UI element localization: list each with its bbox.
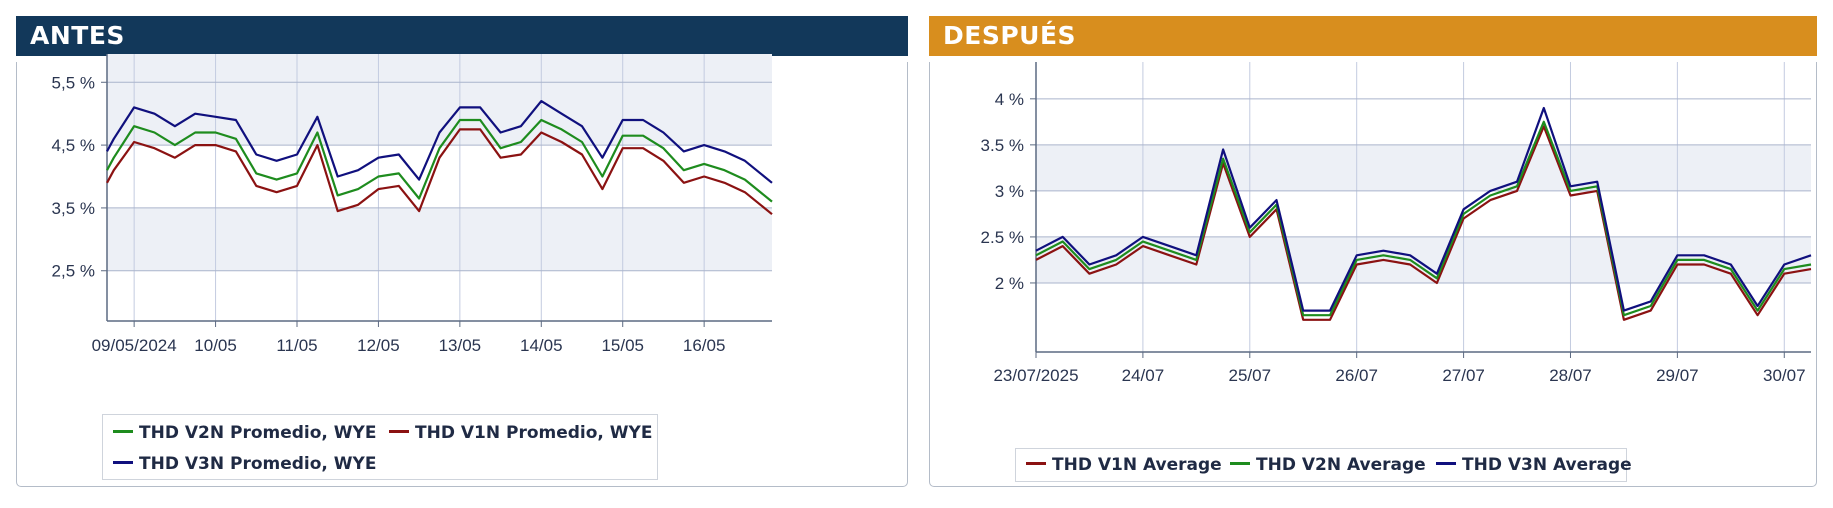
x-tick-label: 30/07	[1763, 366, 1806, 385]
thd-chart-before: 09/05/2024 10/05 11/05 12/05 13/05 14/05 15/05…	[52, 54, 773, 355]
y-tick-label: 3 %	[995, 182, 1024, 201]
panel-after: DESPUÉS 23/07/2025 24/07 25/07 26/07 27/07 28…	[929, 16, 1817, 487]
grid-band	[1036, 144, 1811, 191]
x-tick-label: 10/05	[194, 336, 237, 355]
x-tick-label: 16/05	[683, 336, 726, 355]
grid-band	[107, 207, 772, 271]
legend-swatch-v1n	[389, 429, 409, 433]
plot-area	[1036, 62, 1811, 352]
legend-label-v1n: THD V1N Average	[1052, 455, 1222, 475]
series-line	[106, 128, 773, 216]
legend-swatch-v2n	[1230, 461, 1250, 465]
x-tick-label: 14/05	[520, 336, 563, 355]
legend-item-v1n: THD V1N Average	[1026, 453, 1222, 477]
thd-chart-after: 23/07/2025 24/07 25/07 26/07 27/07 28/07 29/07…	[981, 62, 1812, 385]
chart-frame-after	[929, 62, 1817, 487]
legend-item-v2n: THD V2N Promedio, WYE	[113, 421, 376, 445]
x-tick-label: 13/05	[439, 336, 482, 355]
y-tick-label: 4 %	[995, 90, 1024, 109]
panel-title-before: ANTES	[16, 16, 908, 56]
series-line	[1035, 125, 1812, 321]
series-line	[106, 118, 773, 203]
legend-label-v2n: THD V2N Average	[1256, 455, 1426, 475]
x-tick-label: 12/05	[357, 336, 400, 355]
x-tick-label: 23/07/2025	[993, 366, 1078, 385]
series-line	[1035, 120, 1812, 317]
grid-band	[107, 82, 772, 146]
legend-swatch-v2n	[113, 429, 133, 433]
legend-before: THD V2N Promedio, WYE THD V1N Promedio, …	[102, 414, 658, 480]
legend-label-v3n: THD V3N Promedio, WYE	[139, 454, 377, 474]
y-tick-label: 3,5 %	[52, 199, 95, 218]
y-tick-label: 5,5 %	[52, 73, 95, 92]
grid-band	[107, 54, 772, 83]
series-line	[1035, 106, 1812, 312]
panel-before: ANTES 09/05/2024 10/05 11/05 12/05 13/05 14/0…	[16, 16, 908, 487]
legend-label-v3n: THD V3N Average	[1462, 455, 1632, 475]
legend-item-v3n: THD V3N Average	[1436, 453, 1632, 477]
y-tick-label: 2.5 %	[981, 228, 1024, 247]
series-line	[106, 100, 773, 184]
legend-item-v2n: THD V2N Average	[1230, 453, 1426, 477]
legend-swatch-v3n	[113, 460, 133, 464]
y-tick-label: 2,5 %	[52, 262, 95, 281]
legend-item-v3n: THD V3N Promedio, WYE	[113, 452, 376, 476]
legend-item-v1n: THD V1N Promedio, WYE	[389, 421, 652, 445]
x-tick-label: 29/07	[1656, 366, 1699, 385]
y-tick-label: 4,5 %	[52, 136, 95, 155]
x-tick-label: 25/07	[1229, 366, 1272, 385]
legend-after: THD V1N Average THD V2N Average THD V3N …	[1015, 448, 1632, 482]
x-tick-label: 11/05	[276, 336, 317, 355]
x-tick-label: 26/07	[1335, 366, 1378, 385]
x-tick-label: 09/05/2024	[92, 336, 177, 355]
legend-label-v2n: THD V2N Promedio, WYE	[139, 423, 377, 443]
x-tick-label: 27/07	[1442, 366, 1485, 385]
legend-label-v1n: THD V1N Promedio, WYE	[415, 423, 653, 443]
x-tick-label: 15/05	[601, 336, 644, 355]
y-tick-label: 3.5 %	[981, 136, 1024, 155]
y-tick-label: 2 %	[995, 274, 1024, 293]
chart-frame-before	[16, 62, 908, 487]
x-tick-label: 28/07	[1549, 366, 1592, 385]
panel-title-after: DESPUÉS	[929, 16, 1817, 56]
legend-swatch-v1n	[1026, 461, 1046, 465]
legend-swatch-v3n	[1436, 461, 1456, 465]
x-tick-label: 24/07	[1122, 366, 1165, 385]
